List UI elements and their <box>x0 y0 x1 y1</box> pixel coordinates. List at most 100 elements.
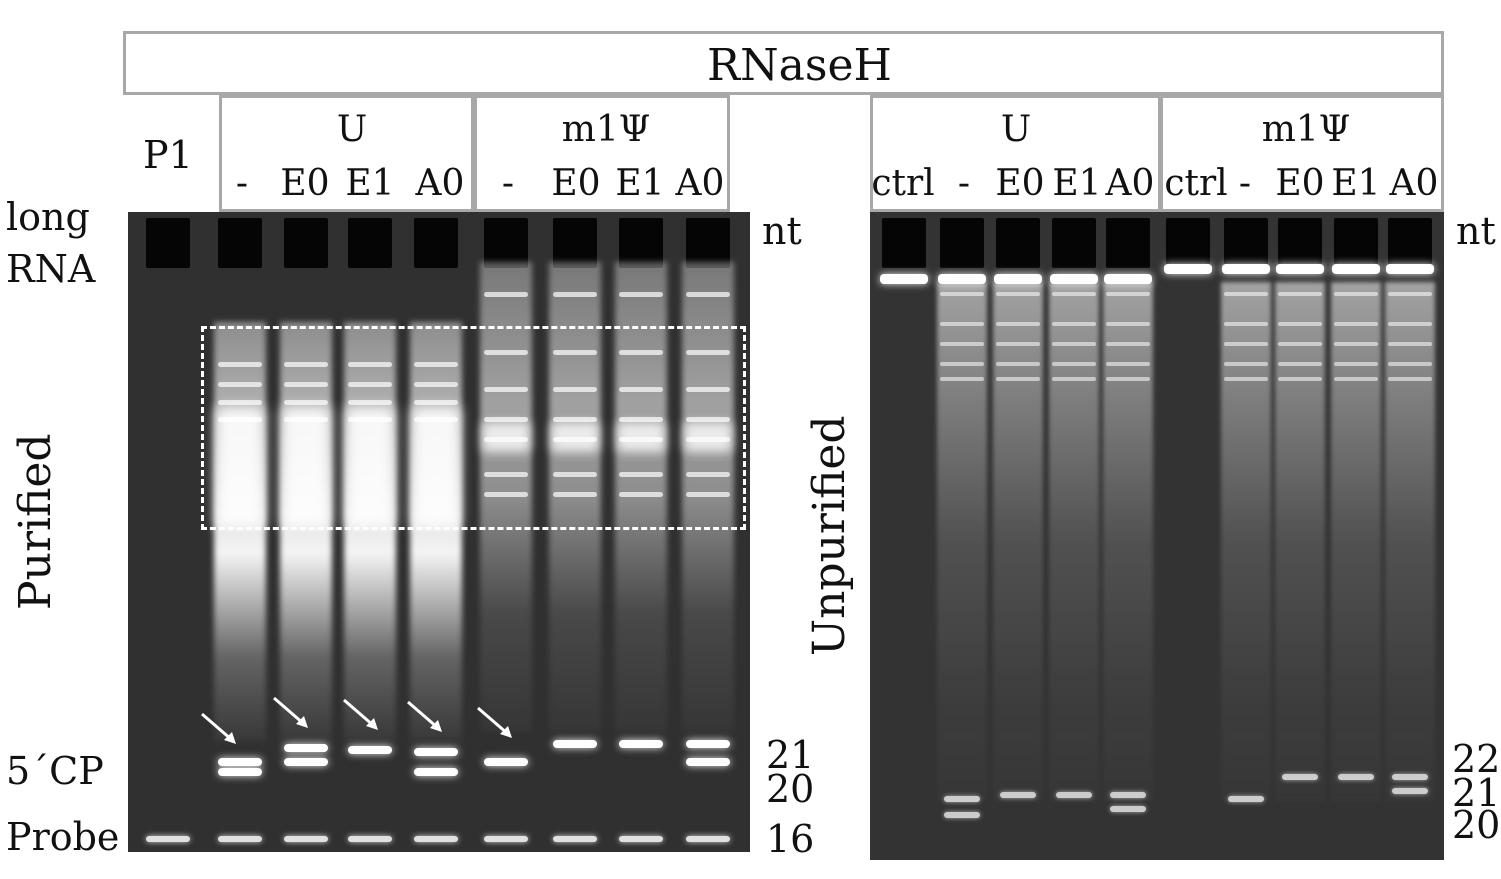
right-u-lane-label: E0 <box>995 163 1045 204</box>
ladder-band <box>940 362 984 366</box>
left-marker-16: 16 <box>766 817 815 861</box>
ladder-band <box>1334 342 1378 346</box>
gel-well <box>1166 218 1210 268</box>
ladder-band <box>996 292 1040 296</box>
ladder-band <box>218 362 262 367</box>
ladder-band <box>1106 362 1150 366</box>
long-rna-band <box>1332 264 1380 274</box>
ladder-band <box>1224 377 1268 381</box>
ladder-band <box>686 492 730 497</box>
bright-band <box>684 422 732 452</box>
cp-band <box>553 740 597 748</box>
gel-well <box>1106 218 1150 268</box>
gel-well <box>619 218 663 268</box>
gel-well <box>1052 218 1096 268</box>
left-u-group-label: U <box>336 109 368 150</box>
rnaseh-title: RNaseH <box>707 40 892 91</box>
left-m1psi-group-box <box>474 95 730 212</box>
cp-band <box>284 744 328 752</box>
cp-band <box>1110 792 1146 798</box>
probe-band <box>348 836 392 842</box>
ladder-band <box>1334 322 1378 326</box>
long-rna-band <box>1164 264 1212 274</box>
right-m1psi-lane-label: A0 <box>1389 163 1439 204</box>
right-u-group-box <box>870 95 1161 212</box>
long-rna-band <box>938 274 986 284</box>
right-u-lane-label: E1 <box>1052 163 1102 204</box>
left-nt-label: nt <box>762 209 802 253</box>
cp-band <box>1392 774 1428 780</box>
ladder-band <box>996 377 1040 381</box>
long-rna-label-line1: long <box>6 195 90 239</box>
ladder-band <box>484 472 528 477</box>
right-marker-22: 22 <box>1452 737 1501 781</box>
left-m1psi-group-label: m1Ψ <box>561 109 651 150</box>
ladder-band <box>619 350 663 355</box>
p1-label: P1 <box>143 133 193 177</box>
ladder-band <box>1224 292 1268 296</box>
cp-band <box>414 748 458 756</box>
ladder-band <box>996 342 1040 346</box>
pointer-arrow <box>342 698 382 734</box>
ladder-band <box>284 362 328 367</box>
lane-smear <box>1385 282 1435 802</box>
ladder-band <box>1224 342 1268 346</box>
right-u-lane-label: ctrl <box>871 163 935 204</box>
right-u-lane-label: A0 <box>1105 163 1155 204</box>
cp-band <box>1000 792 1036 798</box>
gel-well <box>882 218 926 268</box>
lane-smear <box>549 262 601 732</box>
pointer-arrow <box>476 706 516 742</box>
ladder-band <box>1224 322 1268 326</box>
lane-smear <box>1049 282 1099 802</box>
left-m1psi-lane-label: E0 <box>551 163 601 204</box>
bright-band <box>617 422 665 452</box>
bright-band <box>346 407 394 527</box>
right-u-lane-label: - <box>957 163 971 204</box>
ladder-band <box>1052 292 1096 296</box>
lane-smear <box>344 322 396 742</box>
lane-smear <box>937 282 987 802</box>
lane-smear <box>1103 282 1153 802</box>
ladder-band <box>940 377 984 381</box>
probe-band <box>218 836 262 842</box>
ladder-band <box>940 322 984 326</box>
ladder-band <box>284 382 328 387</box>
cp-band <box>1228 796 1264 802</box>
ladder-band <box>1388 377 1432 381</box>
probe-label: Probe <box>6 815 120 859</box>
ladder-band <box>1334 292 1378 296</box>
long-rna-band <box>1104 274 1152 284</box>
right-m1psi-group-box <box>1160 95 1444 212</box>
cp-band <box>686 758 730 766</box>
lane-smear <box>480 262 532 732</box>
right-m1psi-lane-label: E0 <box>1275 163 1325 204</box>
ladder-band <box>484 417 528 422</box>
bright-band <box>412 407 460 527</box>
ladder-band <box>686 472 730 477</box>
lane-smear <box>993 282 1043 802</box>
ladder-band <box>1278 322 1322 326</box>
gel-well <box>348 218 392 268</box>
left-u-lane-label: E0 <box>280 163 330 204</box>
gel-well <box>1224 218 1268 268</box>
gel-well <box>414 218 458 268</box>
ladder-band <box>619 417 663 422</box>
gel-well <box>686 218 730 268</box>
ladder-band <box>348 382 392 387</box>
ladder-band <box>1278 377 1322 381</box>
ladder-band <box>996 362 1040 366</box>
ladder-band <box>1052 362 1096 366</box>
cp-band <box>218 758 262 766</box>
ladder-band <box>686 350 730 355</box>
gel-well <box>996 218 1040 268</box>
long-rna-label-line2: RNA <box>6 247 96 291</box>
right-marker-20: 20 <box>1452 803 1501 847</box>
probe-band <box>284 836 328 842</box>
lane-smear <box>280 322 332 742</box>
ladder-band <box>619 387 663 392</box>
lane-smear <box>214 322 266 742</box>
ladder-band <box>1388 292 1432 296</box>
ladder-band <box>940 292 984 296</box>
cp-band <box>944 812 980 818</box>
